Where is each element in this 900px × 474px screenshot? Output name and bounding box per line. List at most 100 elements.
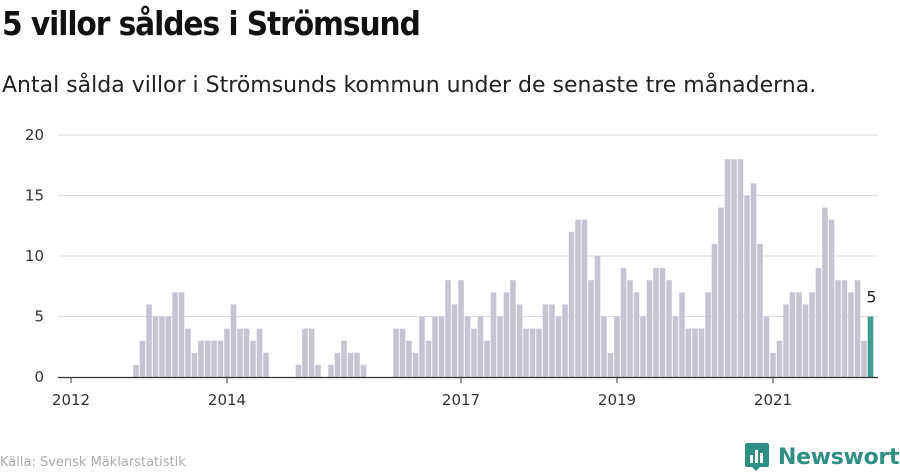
bar [347,352,354,377]
bar [419,316,425,377]
bar [653,268,659,377]
bar [178,292,185,377]
bar [796,292,802,377]
bar [146,304,152,377]
bar [432,316,438,377]
bar [406,340,412,377]
bar [685,328,692,377]
brand-logo[interactable]: Newsworthy [744,442,900,472]
bar [399,328,406,377]
bar [471,328,477,377]
bar [575,219,581,377]
bar [497,316,503,377]
bar [835,280,841,377]
bar [328,364,334,377]
bar [237,328,243,377]
bar-highlight [867,316,874,377]
bar [165,316,172,377]
bar [217,340,224,377]
bar [783,304,789,377]
bar [620,268,627,377]
bar [295,364,302,377]
bar [243,328,250,377]
bar [692,328,698,377]
bar [445,280,451,377]
bar [627,280,633,377]
bar [698,328,705,377]
highlight-value-label: 5 [866,288,876,307]
bar [562,304,568,377]
bar [802,304,809,377]
bars [133,159,874,377]
bar [185,328,191,377]
bar [490,292,497,377]
bar [204,340,211,377]
bar [770,352,776,377]
bar [581,219,588,377]
bar [263,352,269,377]
bar [451,304,458,377]
bar [341,340,347,377]
bar [360,364,367,377]
bar [718,207,724,377]
bar [848,292,854,377]
bar [523,328,529,377]
bar [139,340,146,377]
y-tick-label: 5 [34,308,44,326]
bar [529,328,536,377]
bar [458,280,464,377]
y-tick-label: 20 [25,126,44,144]
bar [828,219,835,377]
y-tick-label: 0 [34,368,44,386]
bar [510,280,516,377]
bar [152,316,159,377]
bar [763,316,770,377]
bar [614,316,620,377]
bar [172,292,178,377]
bar [854,280,861,377]
bar [815,268,822,377]
newsworthy-logo-icon [745,443,769,471]
bar [542,304,549,377]
x-tick-label: 2019 [598,391,636,409]
bar [308,328,315,377]
bar [315,364,321,377]
bar [841,280,848,377]
bar [555,316,562,377]
x-tick-label: 2021 [754,391,792,409]
x-axis-labels: 2012 2014 2017 2019 2021 [52,377,792,409]
y-axis-labels: 0 5 10 15 20 [25,126,44,386]
bar [633,292,640,377]
bar [789,292,796,377]
bar [516,304,523,377]
bar [393,328,399,377]
bar [776,340,783,377]
bar [809,292,815,377]
bar [568,231,575,377]
bar [438,316,445,377]
bar [250,340,256,377]
bar [334,352,341,377]
bar [757,243,763,377]
bar [503,292,510,377]
chart-subtitle: Antal sålda villor i Strömsunds kommun u… [2,73,817,98]
bar [750,183,757,377]
x-tick-label: 2012 [52,391,90,409]
y-tick-label: 15 [25,187,44,205]
bar [737,159,744,377]
annotations: 5 [866,288,876,307]
bar [744,195,750,377]
brand-name: Newsworthy [778,444,900,470]
bar [601,316,607,377]
bar [672,316,679,377]
bar-chart: 0 5 10 15 20 2012 2014 2017 2019 2021 5 [25,126,878,409]
bar [588,280,594,377]
bar [724,159,731,377]
bar [640,316,646,377]
bar [302,328,308,377]
y-tick-label: 10 [25,247,44,265]
bar [354,352,360,377]
bar [256,328,263,377]
bar [536,328,542,377]
bar [224,328,230,377]
